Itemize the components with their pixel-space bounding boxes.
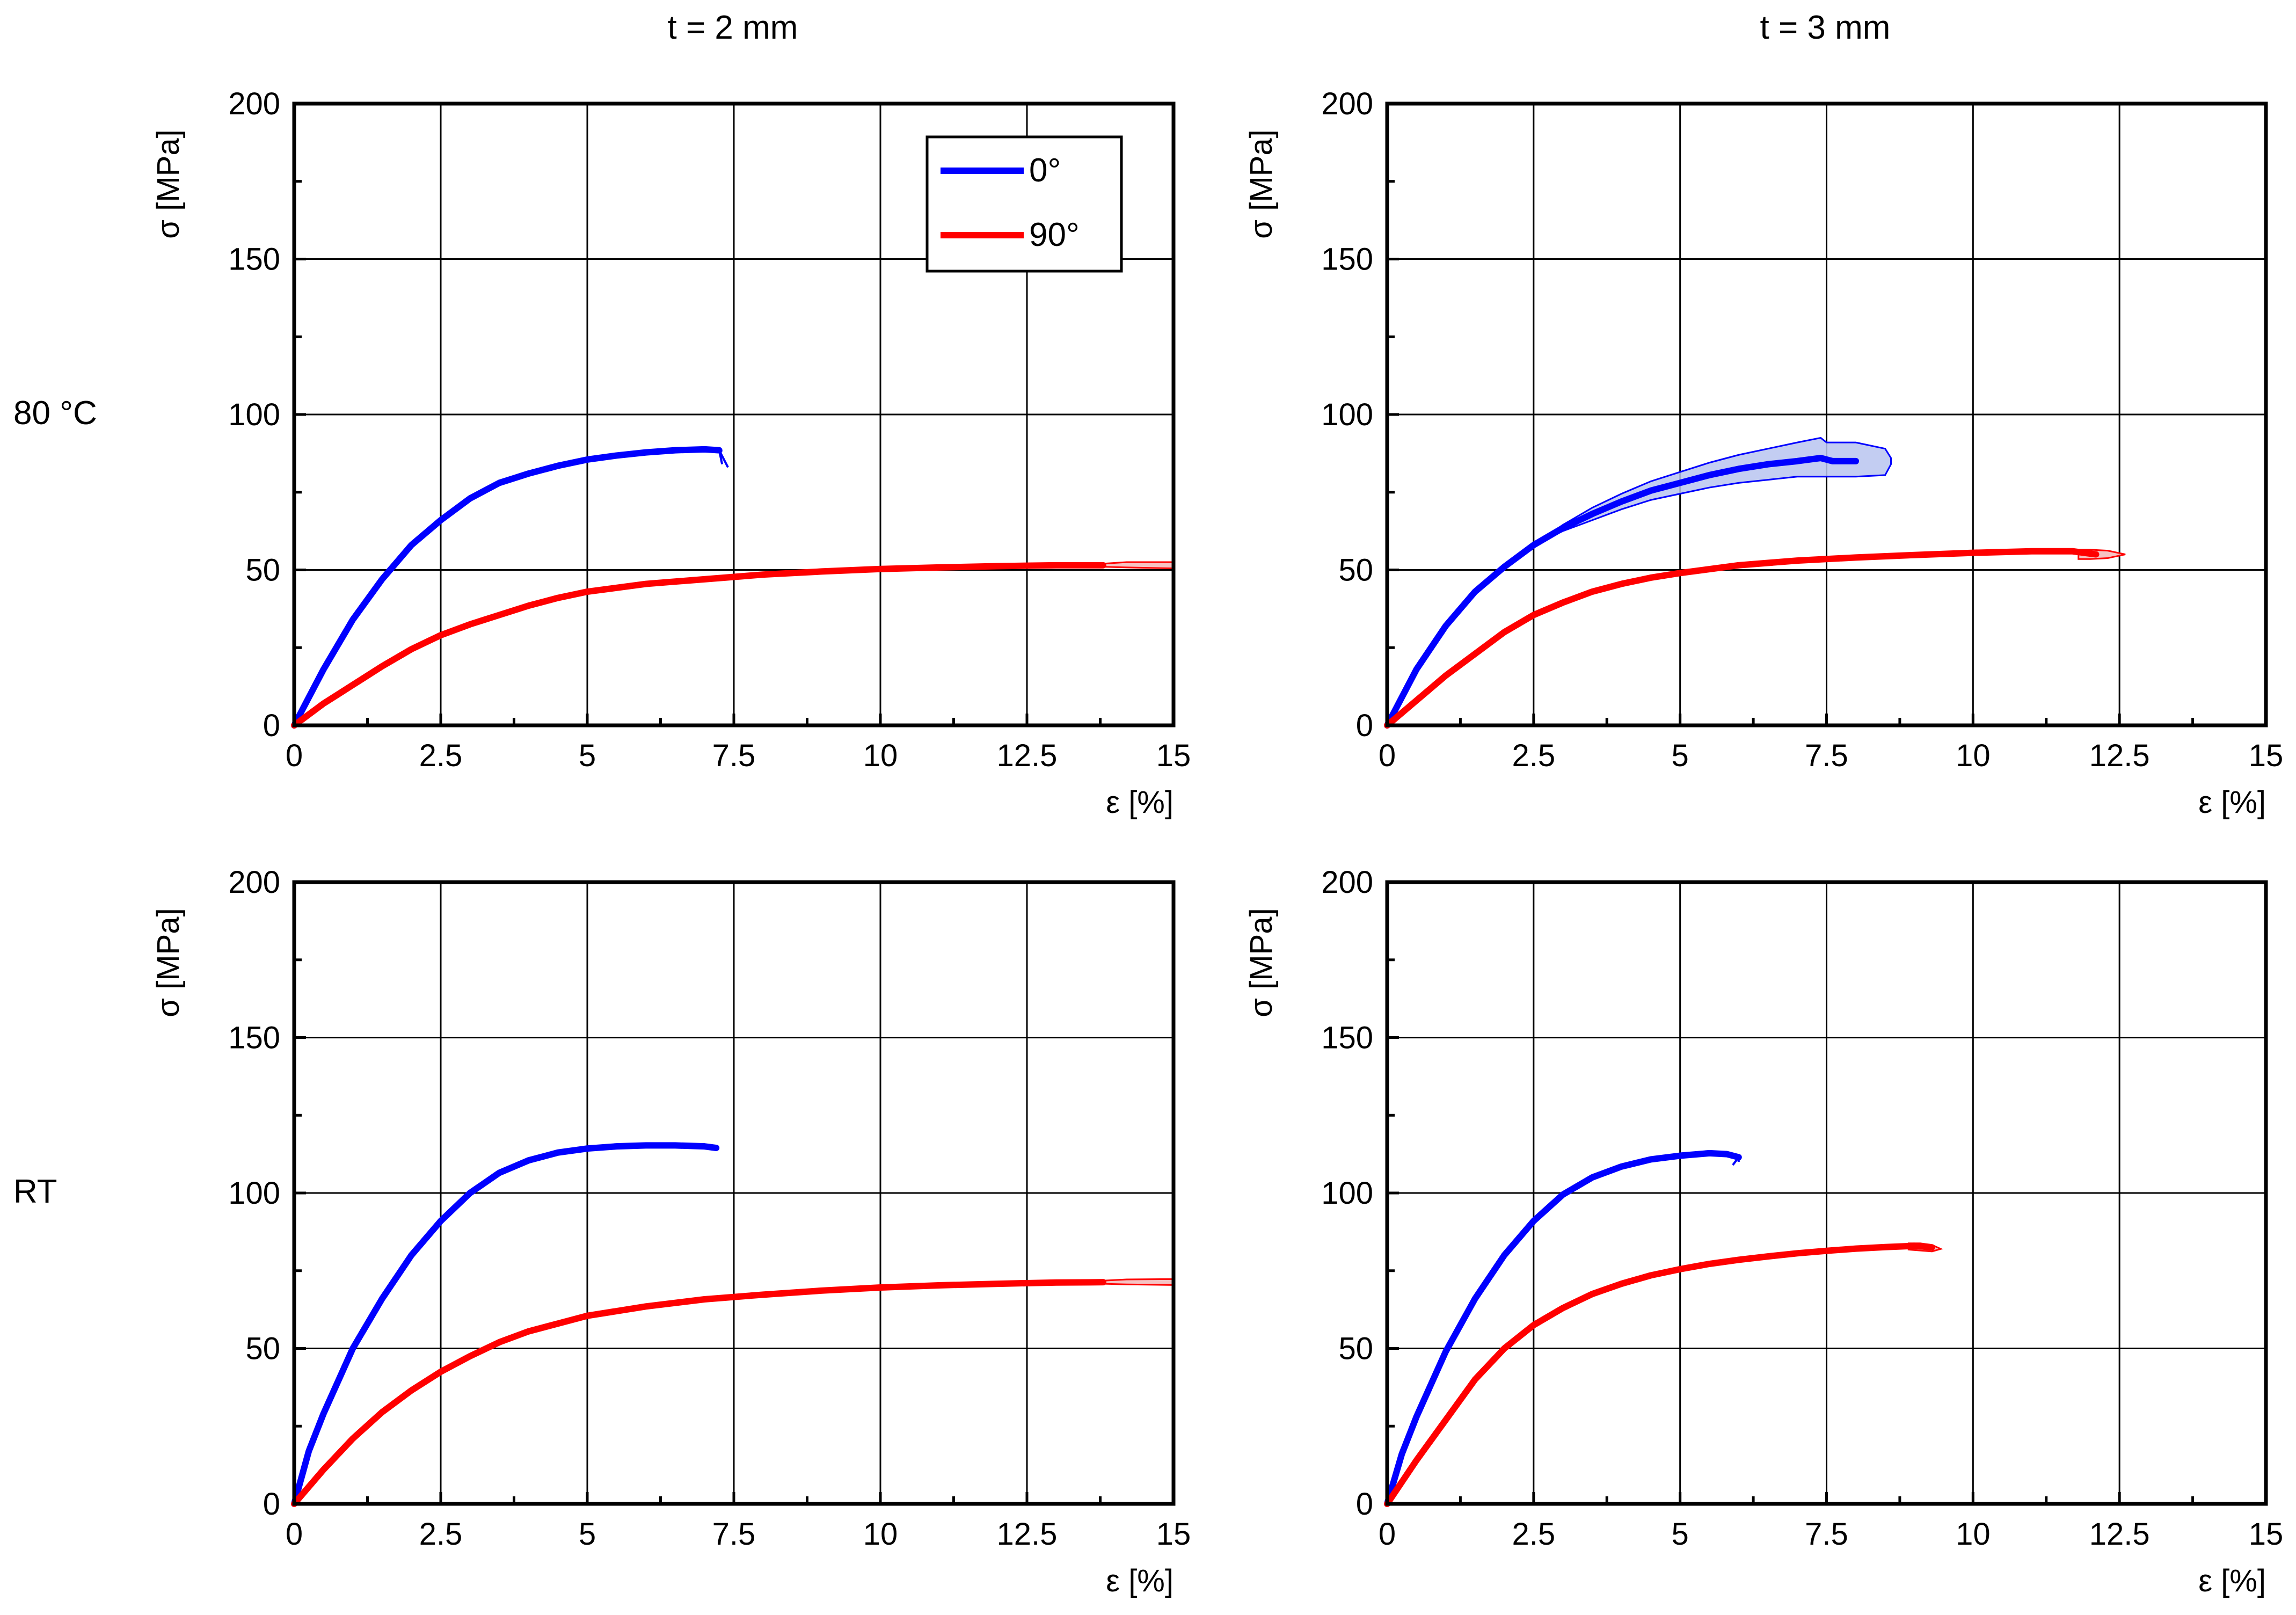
y-tick-label: 100 — [1321, 397, 1373, 432]
y-tick-label: 150 — [1321, 1021, 1373, 1056]
y-tick-label: 150 — [1321, 242, 1373, 277]
legend: 0° 90° — [925, 135, 1123, 273]
x-tick-label: 5 — [579, 1517, 596, 1552]
y-tick-label: 0 — [1356, 708, 1373, 743]
column-title-right: t = 3 mm — [1760, 9, 1891, 46]
y-axis-label: σ [MPa] — [151, 908, 186, 1017]
y-tick-label: 200 — [228, 86, 280, 121]
x-tick-label: 12.5 — [2089, 1517, 2150, 1552]
x-axis-label: ε [%] — [1106, 785, 1173, 820]
x-tick-label: 10 — [863, 738, 898, 773]
x-tick-label: 2.5 — [1512, 738, 1556, 773]
x-tick-label: 7.5 — [1805, 1517, 1848, 1552]
x-tick-label: 0 — [1379, 1517, 1396, 1552]
y-tick-label: 50 — [1338, 1332, 1373, 1366]
x-axis-label: ε [%] — [2198, 1563, 2266, 1598]
y-tick-label: 0 — [1356, 1487, 1373, 1522]
x-tick-label: 15 — [1156, 1517, 1191, 1552]
y-tick-label: 100 — [228, 1176, 280, 1211]
legend-label-0deg: 0° — [1029, 152, 1061, 189]
x-tick-label: 7.5 — [712, 738, 756, 773]
x-tick-label: 12.5 — [997, 1517, 1058, 1552]
y-tick-label: 50 — [245, 553, 280, 588]
series-line-blue-0deg — [291, 1142, 720, 1507]
x-tick-label: 10 — [863, 1517, 898, 1552]
x-tick-label: 5 — [579, 738, 596, 773]
series-line-blue-0deg — [291, 446, 723, 729]
series-band-red-90deg — [1102, 561, 1175, 570]
series-line-blue-0deg — [1384, 455, 1860, 729]
series-line-blue-0deg — [1384, 1150, 1742, 1507]
series-band-red-90deg — [1102, 1278, 1175, 1286]
y-axis-label: σ [MPa] — [1244, 129, 1279, 238]
legend-label-90deg: 90° — [1029, 216, 1080, 253]
x-tick-label: 7.5 — [1805, 738, 1848, 773]
x-tick-label: 15 — [2249, 1517, 2284, 1552]
y-tick-label: 50 — [245, 1332, 280, 1366]
x-tick-label: 15 — [1156, 738, 1191, 773]
series-line-red-90deg — [291, 1279, 1106, 1507]
y-axis-label: σ [MPa] — [1244, 908, 1279, 1017]
plot-frame — [1385, 101, 2268, 728]
plot-frame — [292, 101, 1176, 728]
x-tick-label: 15 — [2249, 738, 2284, 773]
x-tick-label: 2.5 — [1512, 1517, 1556, 1552]
series-band-blue-0deg — [1533, 437, 1892, 546]
series-fracture-tail-blue-0deg — [718, 449, 729, 468]
x-tick-label: 0 — [286, 1517, 303, 1552]
row-title-top: 80 °C — [13, 395, 97, 432]
x-tick-label: 5 — [1672, 1517, 1689, 1552]
x-tick-label: 12.5 — [997, 738, 1058, 773]
y-tick-label: 0 — [263, 708, 280, 743]
column-title-left: t = 2 mm — [668, 9, 798, 46]
y-tick-label: 150 — [228, 242, 280, 277]
series-line-red-90deg — [1384, 548, 2100, 729]
y-tick-label: 100 — [228, 397, 280, 432]
legend-box — [925, 135, 1123, 273]
plot-frame — [292, 880, 1176, 1506]
x-tick-label: 0 — [1379, 738, 1396, 773]
y-tick-label: 0 — [263, 1487, 280, 1522]
y-tick-label: 200 — [1321, 86, 1373, 121]
x-tick-label: 10 — [1956, 738, 1991, 773]
x-axis-label: ε [%] — [1106, 1563, 1173, 1598]
plot-frame — [1385, 880, 2268, 1506]
series-line-red-90deg — [1384, 1242, 1935, 1507]
x-tick-label: 10 — [1956, 1517, 1991, 1552]
x-tick-label: 2.5 — [419, 1517, 463, 1552]
x-axis-label: ε [%] — [2198, 785, 2266, 820]
y-tick-label: 100 — [1321, 1176, 1373, 1211]
y-tick-label: 50 — [1338, 553, 1373, 588]
y-tick-label: 150 — [228, 1021, 280, 1056]
y-axis-label: σ [MPa] — [151, 129, 186, 238]
x-tick-label: 7.5 — [712, 1517, 756, 1552]
series-line-red-90deg — [291, 562, 1106, 729]
x-tick-label: 2.5 — [419, 738, 463, 773]
x-tick-label: 12.5 — [2089, 738, 2150, 773]
x-tick-label: 5 — [1672, 738, 1689, 773]
x-tick-label: 0 — [286, 738, 303, 773]
y-tick-label: 200 — [1321, 865, 1373, 900]
y-tick-label: 200 — [228, 865, 280, 900]
row-title-bottom: RT — [13, 1173, 57, 1210]
